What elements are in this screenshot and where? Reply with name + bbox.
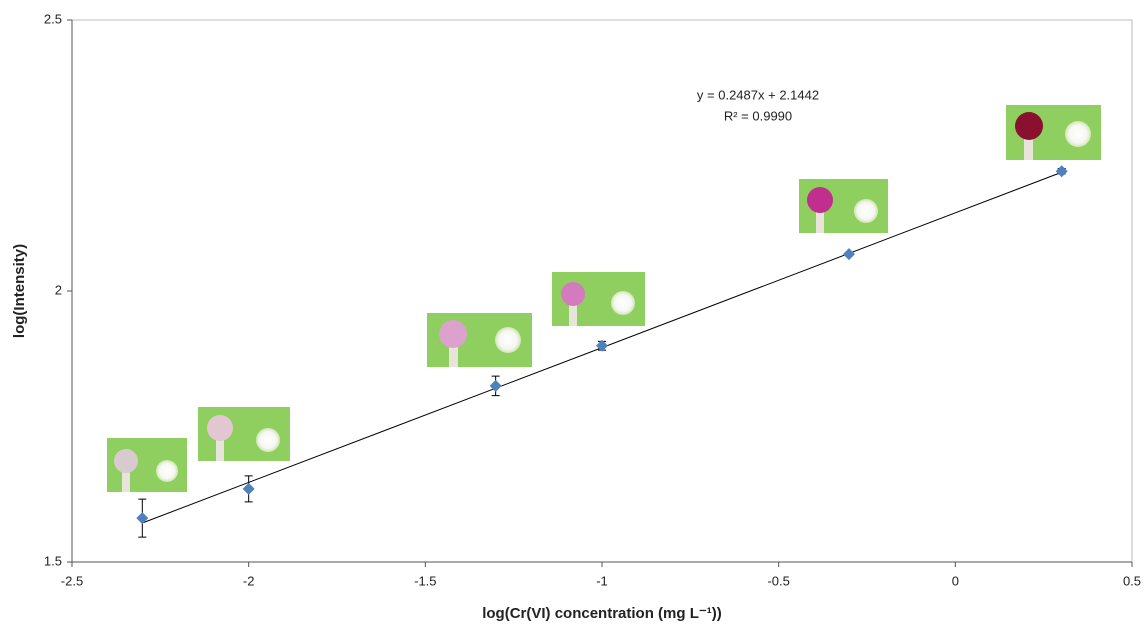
photo [799,179,888,233]
x-tick-label: -1.5 [414,573,436,588]
photo [107,438,187,492]
x-tick-label: -0.5 [767,573,789,588]
x-tick-label: -1 [596,573,608,588]
point [136,512,148,524]
y-tick-label: 2.5 [44,11,62,26]
trend-equation: y = 0.2487x + 2.1442 [697,87,819,102]
photo [427,313,532,367]
x-tick-label: -2.5 [61,573,83,588]
y-tick-label: 2 [55,282,62,297]
point [1056,165,1068,177]
x-axis-title: log(Cr(VI) concentration (mg L⁻¹)) [482,605,722,622]
x-tick-label: 0.5 [1123,573,1141,588]
photo [198,407,290,461]
page: y = 0.2487x + 2.1442 R² = 0.9990 log(Cr(… [0,0,1145,633]
trend-r2: R² = 0.9990 [724,108,792,123]
point [843,248,855,260]
y-axis-title: log(Intensity) [11,244,28,338]
photos [107,105,1101,492]
photo [552,272,645,326]
x-tick-label: -2 [243,573,255,588]
x-tick-label: 0 [952,573,959,588]
y-tick-label: 1.5 [44,553,62,568]
chart: y = 0.2487x + 2.1442 R² = 0.9990 log(Cr(… [0,0,1145,628]
point [243,483,255,495]
point [596,340,608,352]
photo [1006,105,1101,160]
